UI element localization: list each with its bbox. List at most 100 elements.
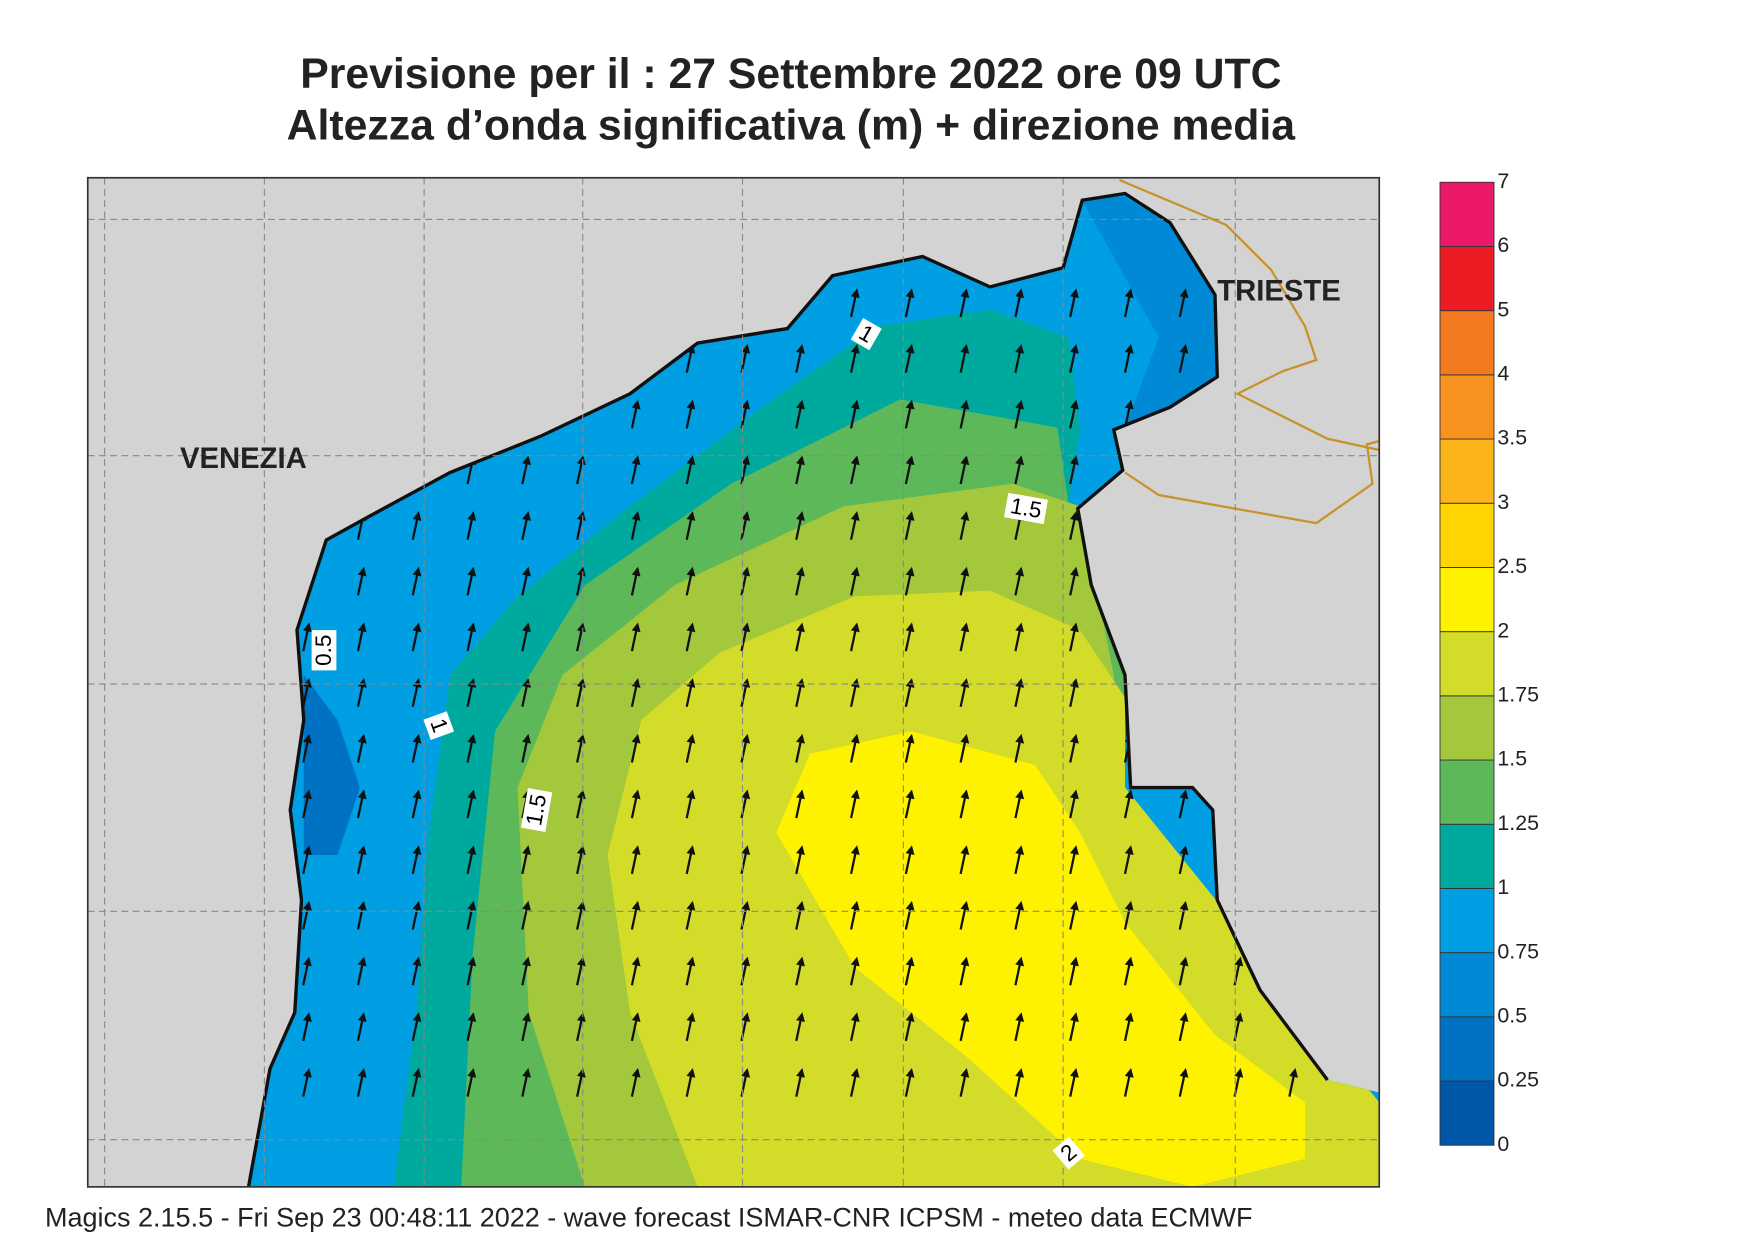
arrow-head xyxy=(1124,900,1134,911)
arrow-head xyxy=(467,622,477,633)
arrow-head xyxy=(412,511,422,521)
arrow-head xyxy=(1070,344,1079,354)
arrow xyxy=(411,900,422,930)
arrow xyxy=(904,1067,915,1097)
arrow-head xyxy=(576,789,586,800)
arrow-head xyxy=(467,678,477,688)
arrow xyxy=(795,511,805,540)
arrow xyxy=(630,956,641,986)
arrow-head xyxy=(631,399,641,410)
arrow xyxy=(1069,622,1079,652)
arrow xyxy=(302,789,312,819)
arrow-head xyxy=(631,789,641,800)
arrow-head xyxy=(631,1012,641,1023)
arrow-head xyxy=(412,1067,422,1078)
arrow-head xyxy=(741,678,751,688)
arrow xyxy=(904,845,915,875)
contour-label-text: 1.5 xyxy=(521,792,551,827)
border xyxy=(1118,178,1380,525)
arrow xyxy=(411,845,422,875)
arrow-head xyxy=(522,900,531,911)
arrow xyxy=(1014,344,1025,373)
arrow xyxy=(685,733,696,763)
arrow-head xyxy=(1015,845,1025,855)
colorbar-bin xyxy=(1439,1016,1495,1082)
arrow-head xyxy=(1015,622,1025,633)
arrow-head xyxy=(1124,399,1134,410)
arrow xyxy=(411,733,422,763)
arrow-head xyxy=(303,678,312,688)
arrow xyxy=(1014,900,1025,930)
arrow-head xyxy=(686,789,696,800)
arrow xyxy=(795,344,805,373)
arrow-head xyxy=(905,789,915,800)
arrow xyxy=(904,288,915,318)
arrow xyxy=(356,733,367,763)
arrow xyxy=(411,622,422,652)
arrow xyxy=(849,511,860,540)
arrow-head xyxy=(1015,956,1025,967)
colorbar-label: 1.75 xyxy=(1497,682,1539,706)
arrow-head xyxy=(796,1067,805,1078)
arrow-head xyxy=(631,900,641,911)
arrow xyxy=(849,566,860,596)
arrow xyxy=(904,956,915,986)
arrow xyxy=(849,1067,860,1097)
arrow-head xyxy=(576,678,586,688)
arrow xyxy=(1014,288,1025,318)
arrow-head xyxy=(960,622,970,633)
arrow xyxy=(521,455,531,485)
arrow-head xyxy=(905,455,915,466)
arrow xyxy=(521,1012,531,1042)
arrow xyxy=(521,956,531,986)
colorbar-label: 6 xyxy=(1497,233,1509,257)
arrow xyxy=(685,455,696,485)
colorbar-bin xyxy=(1439,695,1495,761)
arrow xyxy=(630,845,641,875)
arrow-head xyxy=(796,789,805,800)
arrow-head xyxy=(576,733,586,744)
arrow-head xyxy=(850,845,860,855)
arrow xyxy=(356,845,367,875)
arrow-head xyxy=(850,733,860,744)
arrow xyxy=(849,622,860,652)
arrow xyxy=(630,455,641,485)
arrow xyxy=(959,956,970,986)
arrow-head xyxy=(1124,789,1134,800)
colorbar-label: 3.5 xyxy=(1497,426,1527,450)
arrow-head xyxy=(522,455,531,466)
contour-label: 0.5 xyxy=(311,630,337,671)
arrow xyxy=(795,678,805,708)
contour-label-bg xyxy=(520,788,553,832)
arrow-head xyxy=(576,1012,586,1023)
subtitle: Altezza d’onda significativa (m) + direz… xyxy=(287,102,1297,150)
arrow xyxy=(740,344,751,373)
arrow-head xyxy=(357,733,367,744)
arrow xyxy=(849,956,860,986)
arrow xyxy=(685,622,696,652)
arrow xyxy=(740,622,751,652)
arrow-head xyxy=(1179,845,1189,855)
arrow xyxy=(795,956,805,986)
arrow xyxy=(904,678,915,708)
arrow xyxy=(795,845,805,875)
arrow-head xyxy=(1070,900,1079,911)
arrow xyxy=(576,733,586,763)
arrow-head xyxy=(960,288,970,299)
arrow-head xyxy=(686,1012,696,1023)
arrow xyxy=(466,900,477,930)
arrow-head xyxy=(960,678,970,688)
arrow-head xyxy=(522,733,531,744)
arrow xyxy=(959,1067,970,1097)
arrow xyxy=(1178,845,1189,875)
arrow xyxy=(1069,1012,1079,1042)
arrow xyxy=(356,789,367,819)
arrow xyxy=(302,956,312,986)
colorbar-bin xyxy=(1439,1080,1495,1146)
arrow xyxy=(576,1067,586,1097)
arrow xyxy=(576,845,586,875)
arrow xyxy=(1178,900,1189,930)
arrow-head xyxy=(631,845,641,855)
arrow xyxy=(466,845,477,875)
